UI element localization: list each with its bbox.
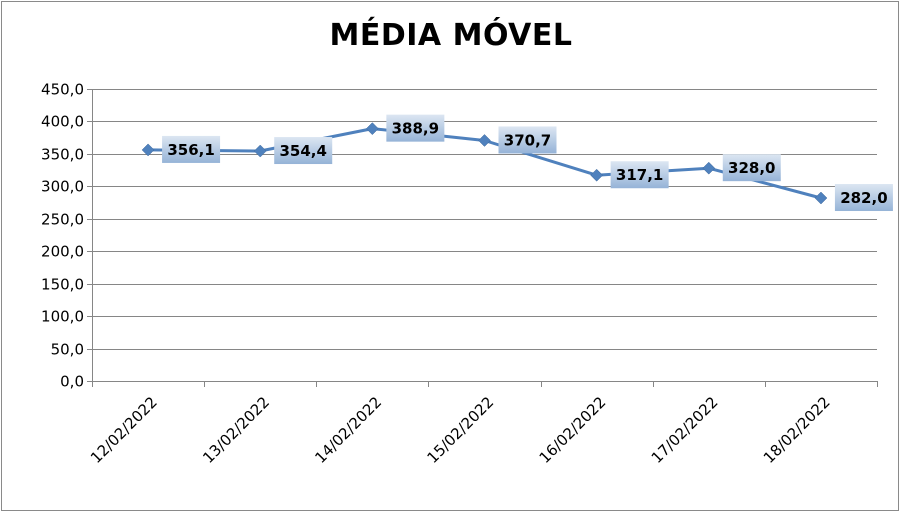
y-tick-label: 200,0 [41, 243, 84, 261]
y-tick-label: 0,0 [60, 373, 84, 391]
y-tick-label: 50,0 [51, 341, 84, 359]
y-tick-label: 450,0 [41, 81, 84, 99]
x-tick-label: 12/02/2022 [87, 393, 161, 467]
data-point-marker [702, 161, 716, 175]
data-label: 317,1 [616, 166, 663, 184]
data-point-marker [141, 143, 155, 157]
y-tick-label: 150,0 [41, 276, 84, 294]
data-label-box [162, 135, 221, 163]
data-label-box [834, 184, 893, 212]
data-point-marker [814, 191, 828, 205]
x-tick-label: 13/02/2022 [199, 393, 273, 467]
y-tick-label: 400,0 [41, 113, 84, 131]
data-label: 354,4 [279, 142, 326, 160]
y-tick-label: 350,0 [41, 146, 84, 164]
data-label: 370,7 [504, 131, 551, 149]
data-label: 282,0 [840, 189, 887, 207]
y-tick-label: 250,0 [41, 211, 84, 229]
data-label: 388,9 [392, 120, 439, 138]
data-point-marker [590, 168, 603, 182]
y-tick-label: 100,0 [41, 308, 84, 326]
y-tick-label: 300,0 [41, 178, 84, 196]
data-label-box [610, 161, 669, 189]
x-tick-label: 16/02/2022 [536, 393, 610, 467]
data-label-box [274, 137, 333, 165]
data-label-box [386, 114, 445, 142]
x-tick-label: 18/02/2022 [760, 393, 834, 467]
x-tick-label: 17/02/2022 [648, 393, 722, 467]
x-tick-label: 14/02/2022 [311, 393, 385, 467]
data-point-marker [478, 134, 491, 147]
data-label: 328,0 [728, 159, 775, 177]
data-point-marker [253, 144, 267, 158]
data-label-box [722, 154, 781, 182]
chart-title: MÉDIA MÓVEL [329, 18, 573, 53]
data-point-marker [366, 122, 379, 136]
data-label-box [498, 126, 557, 154]
x-tick-label: 15/02/2022 [423, 393, 497, 467]
data-label: 356,1 [167, 141, 214, 159]
